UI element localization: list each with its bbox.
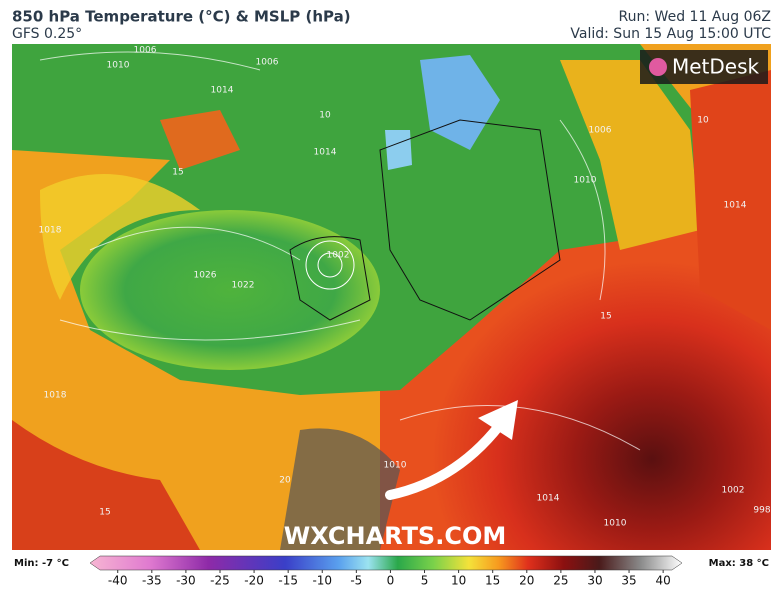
colorbar-tick-label: 15: [485, 574, 500, 588]
colorbar-tick-label: -30: [176, 574, 196, 588]
coastlines: [289, 119, 561, 321]
isobar-label: 1022: [232, 281, 255, 291]
colorbar-ticks: -40 -35 -30 -25 -20 -15 -10 -5 0 5 10 15 20 25 30 35 40: [108, 570, 671, 588]
atlantic-green: [80, 210, 380, 370]
model-label: GFS 0.25°: [12, 26, 82, 42]
logo-icon: [649, 58, 667, 76]
isobar-label: 10: [319, 111, 331, 121]
logo: MetDesk: [672, 55, 760, 79]
map-title: 850 hPa Temperature (°C) & MSLP (hPa): [12, 8, 351, 26]
run-label: Run: Wed 11 Aug 06Z: [619, 9, 771, 25]
colorbar: [89, 555, 683, 571]
isobar-label: 1018: [39, 226, 62, 236]
colorbar-tick-label: 40: [655, 574, 670, 588]
colorbar-tick-label: -15: [278, 574, 298, 588]
colorbar-tick-label: -35: [142, 574, 162, 588]
isobar-label: 15: [172, 168, 183, 178]
arrow-head: [478, 400, 518, 440]
isobar-label: 1014: [537, 494, 560, 504]
max-label: Max: 38 °C: [709, 558, 769, 569]
arrow-shaft: [385, 413, 510, 500]
isobar-label: 1014: [314, 148, 337, 158]
low-center: [317, 252, 343, 278]
isobar-label: 1026: [194, 271, 217, 281]
isobar-label: 1018: [44, 391, 67, 401]
isobar-label: 1010: [574, 176, 597, 186]
isobars: [39, 51, 641, 451]
valid-label: Valid: Sun 15 Aug 15:00 UTC: [570, 26, 771, 42]
colorbar-tick-label: -5: [350, 574, 362, 588]
colorbar-tick-label: 20: [519, 574, 534, 588]
sahara-dark: [280, 428, 400, 550]
colorbar-tick-label: 10: [451, 574, 466, 588]
isobar-label: 10: [697, 116, 709, 126]
isobar-label: 998: [753, 506, 770, 516]
greenland-warm: [160, 110, 240, 170]
yellow-band: [40, 174, 200, 300]
colorbar-tick-label: 30: [587, 574, 602, 588]
colorbar-tick-label: -25: [210, 574, 230, 588]
min-label: Min: -7 °C: [14, 558, 69, 569]
isobar-label: 1010: [604, 519, 627, 529]
isobar-label: 1014: [211, 86, 234, 96]
colorbar-tick-label: 0: [387, 574, 395, 588]
isobar-label: 1002: [327, 251, 350, 261]
watermark: WXCHARTS.COM: [284, 522, 506, 550]
isobar-label: 15: [600, 312, 611, 322]
isobar-label: 1006: [589, 126, 612, 136]
cold-pool-small: [385, 130, 412, 170]
isobar-label: 1010: [384, 461, 407, 471]
colorbar-tick-label: -20: [244, 574, 264, 588]
map: MetDesk WXCHARTS.COM 1006101010141006101…: [12, 44, 771, 550]
isobar-labels: 1006 1010 1014 1006 10 1014 1002 1018 1026 1022 15…: [39, 46, 771, 529]
isobar-label: 1014: [724, 201, 747, 211]
colorbar-tick-label: 25: [553, 574, 568, 588]
colorbar-tick-label: 35: [621, 574, 636, 588]
isobar-label: 20: [279, 476, 291, 486]
cold-pool: [420, 55, 500, 150]
east-red: [690, 70, 771, 330]
colorbar-tick-label: 5: [421, 574, 429, 588]
colorbar-tick-label: -40: [108, 574, 128, 588]
colorbar-tick-label: -10: [312, 574, 332, 588]
isobar-label: 1006: [256, 58, 279, 68]
isobar-label: 1010: [107, 61, 130, 71]
isobar-label: 1006: [134, 46, 157, 56]
isobar-label: 15: [99, 508, 110, 518]
isobar-label: 1002: [722, 486, 745, 496]
east-yellow: [560, 60, 700, 250]
sw-red: [12, 420, 200, 550]
low-ring: [305, 240, 355, 290]
